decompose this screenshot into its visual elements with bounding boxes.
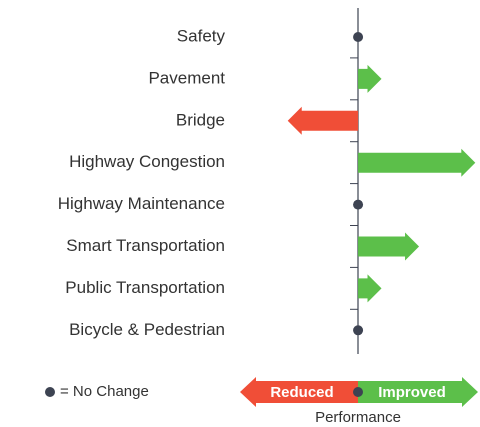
category-label: Pavement — [148, 68, 225, 87]
legend-center-dot — [353, 387, 363, 397]
arrow — [358, 64, 382, 93]
category-label: Highway Maintenance — [58, 194, 225, 213]
arrow — [358, 232, 420, 261]
legend-improved: Improved — [378, 384, 446, 401]
category-label: Safety — [177, 26, 226, 45]
no-change-dot — [353, 199, 364, 210]
category-label: Bridge — [176, 110, 225, 129]
legend-reduced-arrow — [240, 377, 358, 407]
arrow — [287, 106, 359, 135]
legend-no-change: = No Change — [60, 383, 149, 400]
category-label: Smart Transportation — [66, 236, 225, 255]
category-label: Bicycle & Pedestrian — [69, 320, 225, 339]
no-change-dot — [353, 32, 364, 42]
legend-dot — [45, 387, 55, 397]
category-label: Highway Congestion — [69, 152, 225, 171]
legend-reduced: Reduced — [270, 384, 333, 401]
legend-improved-arrow — [358, 377, 478, 407]
category-label: Public Transportation — [65, 278, 225, 297]
arrow — [358, 274, 382, 303]
arrow — [358, 148, 476, 177]
no-change-dot — [353, 325, 364, 336]
x-axis-label: Performance — [315, 409, 401, 426]
